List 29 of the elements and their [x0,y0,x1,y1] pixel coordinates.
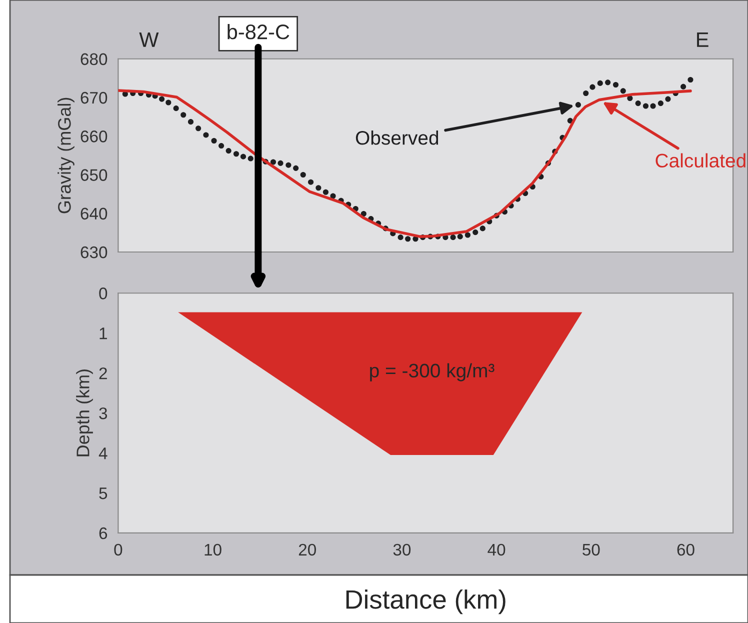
y-tick-label: 680 [80,53,108,66]
x-tick-label: 50 [582,544,600,556]
y-tick-label: 1 [100,328,107,340]
y-tick-label: 660 [80,130,108,142]
y-tick-label: 640 [80,208,108,220]
text: W [139,32,159,47]
y-tick-label: 0 [99,288,108,300]
ref-line-label: b-82-C [228,24,290,40]
y-tick-label: 3 [99,407,108,420]
y-tick-label: 6 [99,527,108,540]
y-tick-label: 630 [80,246,108,258]
x-tick-label: 10 [204,544,222,556]
text: Observed [356,130,438,145]
text: E [697,32,708,47]
y-axis-title: Depth (km) [76,370,93,456]
y-tick-label: 4 [98,448,108,460]
legend-label: Calculated [656,153,746,168]
y-tick-label: 670 [80,92,108,104]
y-tick-label: 650 [80,169,108,181]
y-axis-title: Gravity (mGal) [58,98,74,214]
y-tick-label: 5 [99,488,108,500]
x-axis-title: Distance (km) [346,589,506,614]
y-tick-label: 2 [99,367,107,380]
x-tick-label: 20 [298,544,316,556]
x-tick-label: 30 [393,544,411,556]
annotation: p = -300 kg/m³ [370,363,494,382]
x-tick-label: 60 [677,544,694,556]
x-tick-label: 40 [488,544,506,556]
x-tick-label: 0 [114,544,122,556]
